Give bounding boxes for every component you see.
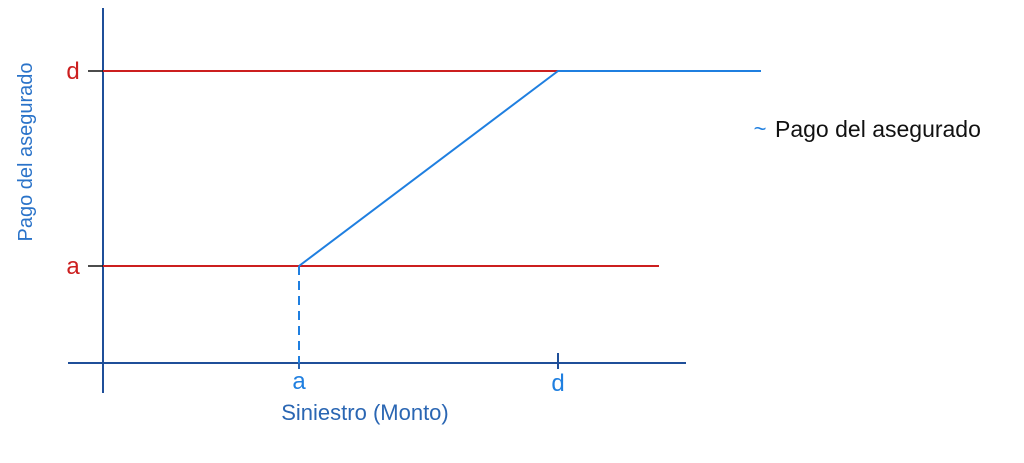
series-line-pago-del-asegurado	[298, 70, 761, 267]
x-axis-title: Siniestro (Monto)	[281, 400, 449, 425]
x-tick-label-a: a	[292, 368, 306, 395]
y-tick-label-a: a	[66, 253, 80, 280]
legend: ~ Pago del asegurado	[754, 116, 981, 142]
legend-label: Pago del asegurado	[775, 116, 981, 142]
x-tick-label-d: d	[551, 370, 564, 397]
y-axis-title: Pago del asegurado	[15, 62, 37, 241]
y-tick-label-d: d	[66, 58, 79, 85]
legend-marker: ~	[754, 116, 767, 141]
